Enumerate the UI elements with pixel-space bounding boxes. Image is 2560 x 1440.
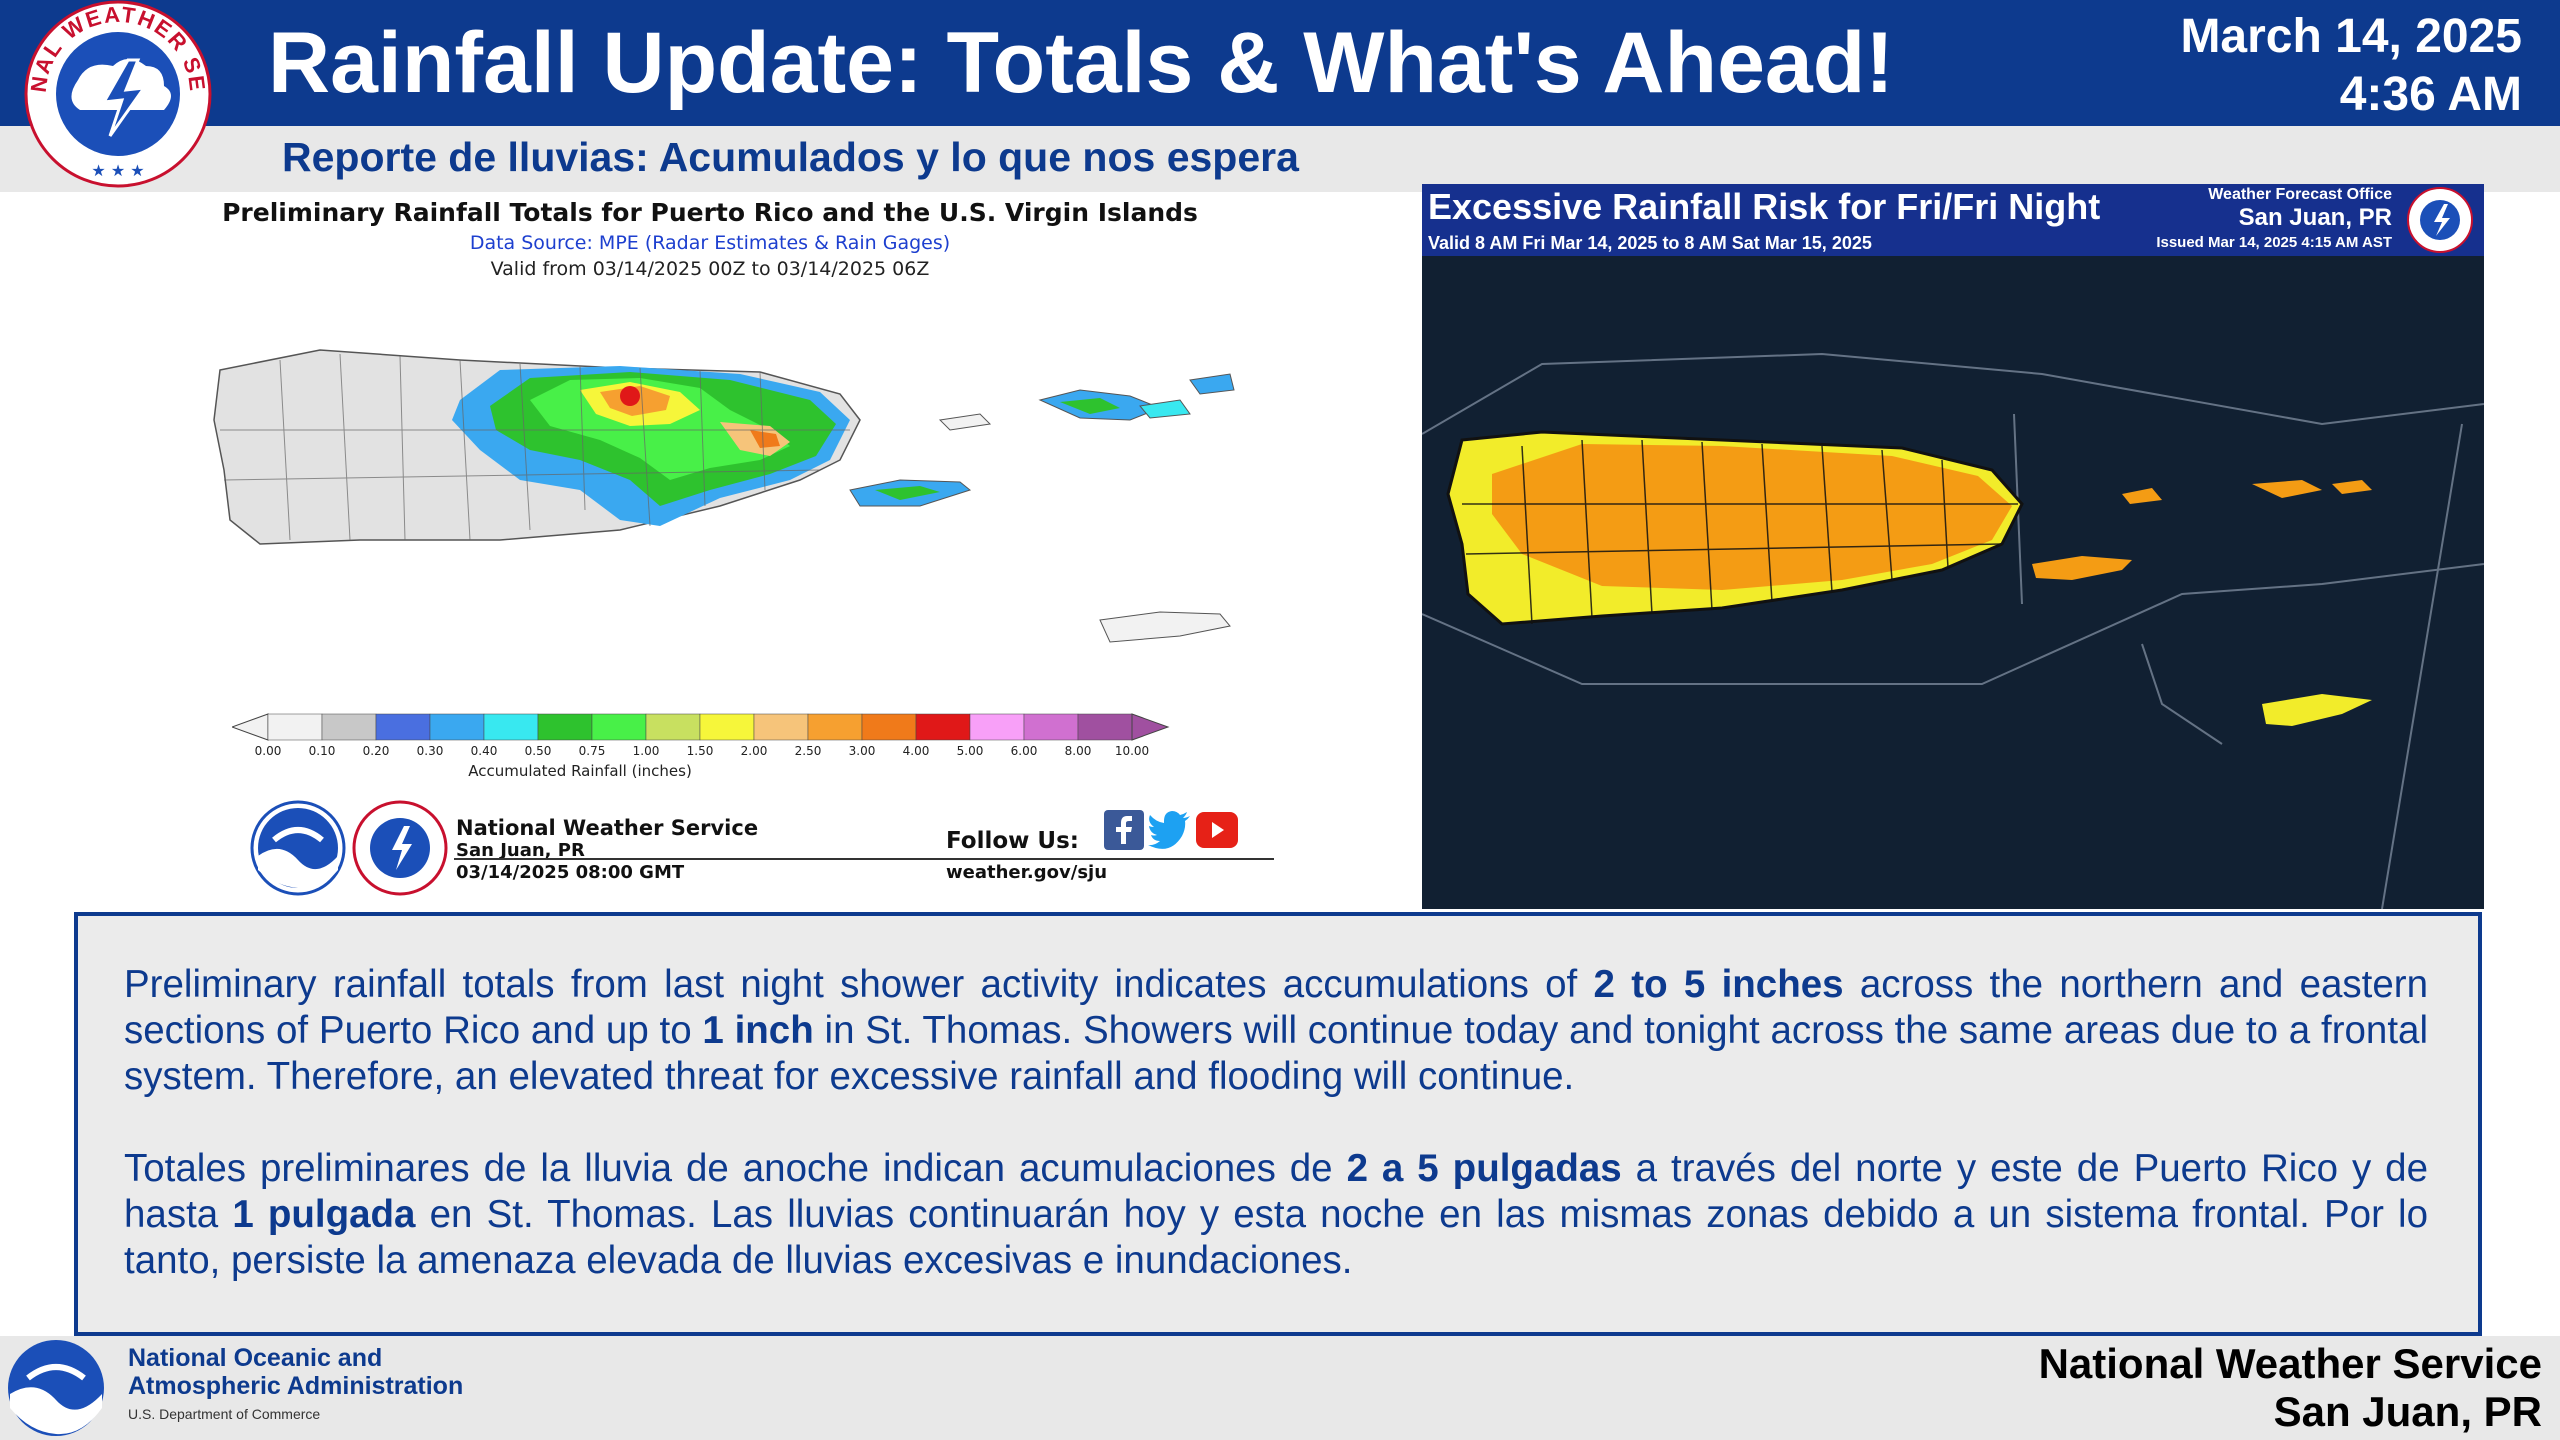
discussion-box — [74, 912, 2482, 1336]
page-title: Rainfall Update: Totals & What's Ahead! — [268, 15, 1894, 111]
rainfall-risk-valid: Valid 8 AM Fri Mar 14, 2025 to 8 AM Sat … — [1428, 233, 1872, 253]
scale-tick-label: 0.20 — [362, 744, 390, 758]
footer-office: National Weather Service San Juan, PR — [2039, 1340, 2542, 1436]
noaa-logo-icon — [250, 800, 346, 896]
scale-tick-label: 5.00 — [956, 744, 984, 758]
rainfall-scale-label: Accumulated Rainfall (inches) — [468, 762, 692, 780]
scale-tick-label: 8.00 — [1064, 744, 1092, 758]
noaa-footer-logo-icon — [8, 1340, 104, 1436]
header-bar — [0, 0, 2560, 126]
scale-swatch — [375, 713, 431, 741]
discussion-english: Preliminary rainfall totals from last ni… — [124, 963, 2429, 1098]
scale-swatch — [969, 713, 1025, 741]
scale-swatch — [861, 713, 917, 741]
scale-tick-label: 0.10 — [308, 744, 336, 758]
scale-tick-label: 1.50 — [686, 744, 714, 758]
excessive-rainfall-map — [1422, 184, 2484, 909]
scale-tick-label: 0.50 — [524, 744, 552, 758]
scale-tick-label: 2.00 — [740, 744, 768, 758]
nws-small-logo-icon — [352, 800, 448, 896]
scale-tick-label: 6.00 — [1010, 744, 1038, 758]
scale-tick-label: 2.50 — [794, 744, 822, 758]
scale-swatch — [807, 713, 863, 741]
scale-tick-label: 0.00 — [254, 744, 282, 758]
issue-datetime: March 14, 2025 4:36 AM — [2180, 8, 2522, 124]
noaa-name-line1: National Oceanic and — [128, 1344, 383, 1372]
scale-swatch — [645, 713, 701, 741]
scale-tick-label: 1.00 — [632, 744, 660, 758]
footer-nws-name: National Weather Service — [2038, 1340, 2542, 1387]
website-link[interactable]: weather.gov/sju — [946, 862, 1108, 883]
scale-tick-label: 3.00 — [848, 744, 876, 758]
youtube-icon[interactable] — [1196, 812, 1238, 848]
scale-swatch — [1077, 713, 1133, 741]
svg-text:★ ★ ★: ★ ★ ★ — [91, 161, 144, 180]
scale-swatch — [429, 713, 485, 741]
follow-us-label: Follow Us: — [946, 828, 1079, 854]
scale-swatch — [483, 713, 539, 741]
forecast-office-city: San Juan, PR — [2238, 204, 2392, 231]
page-subtitle: Reporte de lluvias: Acumulados y lo que … — [282, 134, 1299, 180]
rainfall-map-source: Data Source: MPE (Radar Estimates & Rain… — [469, 232, 951, 254]
scale-swatch — [699, 713, 755, 741]
subtitle-bar — [0, 126, 2560, 192]
forecast-office-label: Weather Forecast Office — [2208, 186, 2392, 203]
footer-city: San Juan, PR — [2273, 1388, 2542, 1435]
divider-line — [454, 858, 1274, 860]
rainfall-color-scale — [232, 713, 1170, 741]
scale-swatch — [537, 713, 593, 741]
noaa-name-line2: Atmospheric Administration — [128, 1372, 464, 1400]
org-datetime: 03/14/2025 08:00 GMT — [456, 862, 685, 883]
rainfall-risk-issued: Issued Mar 14, 2025 4:15 AM AST — [2156, 234, 2392, 251]
scale-swatch — [321, 713, 377, 741]
noaa-department: U.S. Department of Commerce — [128, 1406, 321, 1422]
rainfall-totals-panel — [0, 192, 1420, 907]
twitter-icon[interactable] — [1148, 810, 1192, 850]
scale-tick-label: 10.00 — [1114, 744, 1150, 758]
issue-time: 4:36 AM — [2339, 68, 2522, 121]
footer-bar — [0, 1336, 2560, 1440]
scale-tick-label: 4.00 — [902, 744, 930, 758]
scale-tick-label: 0.40 — [470, 744, 498, 758]
rainfall-map-valid: Valid from 03/14/2025 00Z to 03/14/2025 … — [490, 258, 930, 280]
scale-tick-label: 0.30 — [416, 744, 444, 758]
issue-date: March 14, 2025 — [2180, 10, 2522, 63]
rainfall-risk-title: Excessive Rainfall Risk for Fri/Fri Nigh… — [1428, 186, 2101, 227]
scale-swatch — [591, 713, 647, 741]
scale-tick-label: 0.75 — [578, 744, 606, 758]
facebook-icon[interactable] — [1104, 810, 1144, 850]
scale-swatch — [753, 713, 809, 741]
org-city: San Juan, PR — [456, 840, 585, 861]
rainfall-map-title: Preliminary Rainfall Totals for Puerto R… — [222, 198, 1198, 227]
org-name: National Weather Service — [456, 816, 759, 840]
scale-swatch — [267, 713, 323, 741]
scale-swatch — [1023, 713, 1079, 741]
scale-swatch — [915, 713, 971, 741]
rainfall-totals-map — [213, 349, 1235, 643]
discussion-spanish: Totales preliminares de la lluvia de ano… — [124, 1147, 2428, 1282]
nws-logo-icon: NATIONAL WEATHER SERVICE ★ ★ ★ — [18, 0, 212, 188]
